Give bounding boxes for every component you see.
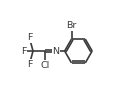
Text: N: N — [52, 47, 59, 55]
Text: Br: Br — [66, 21, 76, 30]
Text: F: F — [21, 47, 26, 55]
Text: F: F — [27, 33, 32, 42]
Text: Cl: Cl — [40, 61, 49, 70]
Text: F: F — [27, 60, 32, 69]
